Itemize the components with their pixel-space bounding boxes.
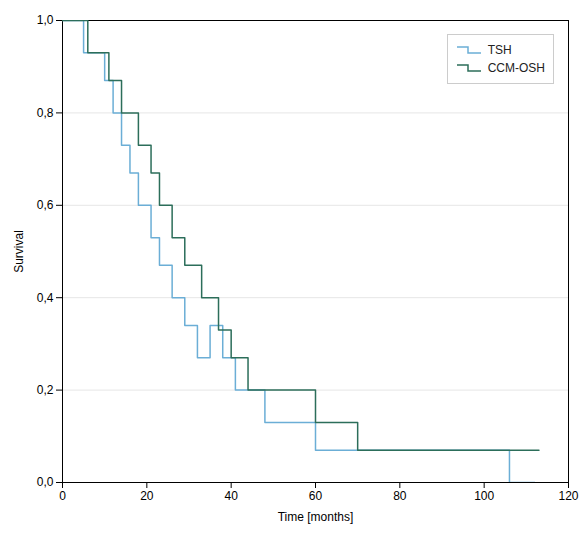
svg-text:Time [months]: Time [months] bbox=[278, 510, 354, 524]
svg-text:0,0: 0,0 bbox=[37, 475, 54, 489]
html-text:CCM-OSH: CCM-OSH bbox=[487, 61, 545, 75]
svg-text:0,6: 0,6 bbox=[37, 198, 54, 212]
svg-text:120: 120 bbox=[558, 489, 578, 503]
svg-text:0: 0 bbox=[59, 489, 66, 503]
svg-text:80: 80 bbox=[393, 489, 407, 503]
svg-text:0,8: 0,8 bbox=[37, 106, 54, 120]
svg-text:1,0: 1,0 bbox=[37, 13, 54, 27]
svg-text:Survival: Survival bbox=[12, 230, 26, 273]
html-text:TSH: TSH bbox=[487, 43, 512, 57]
svg-text:100: 100 bbox=[474, 489, 494, 503]
svg-text:40: 40 bbox=[224, 489, 238, 503]
svg-text:60: 60 bbox=[309, 489, 323, 503]
svg-text:0,4: 0,4 bbox=[37, 291, 54, 305]
svg-text:20: 20 bbox=[140, 489, 154, 503]
svg-text:0,2: 0,2 bbox=[37, 383, 54, 397]
